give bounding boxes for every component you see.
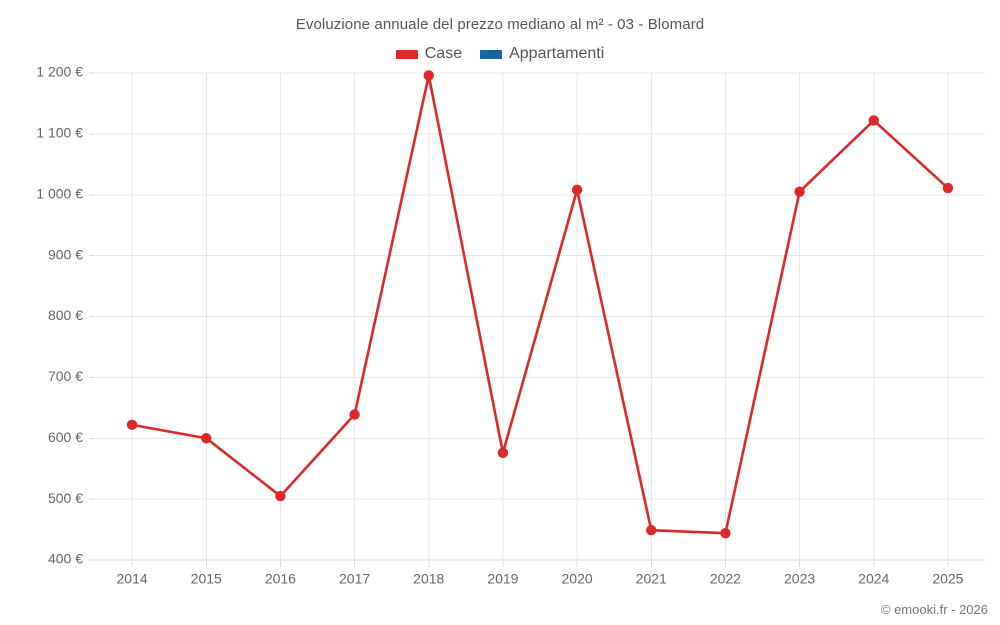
x-axis-tick-label: 2022 (710, 570, 741, 586)
y-axis-tick-label: 1 000 € (36, 185, 83, 201)
y-axis-tick-label: 1 100 € (36, 125, 83, 141)
legend-swatch-case (395, 49, 418, 59)
x-axis-tick-label: 2019 (487, 570, 518, 586)
x-gridlines (131, 73, 949, 567)
y-axis-tick-label: 500 € (48, 490, 83, 506)
data-point-case[interactable] (349, 409, 360, 420)
data-point-case[interactable] (794, 186, 805, 197)
x-axis-tick-label: 2015 (191, 570, 222, 586)
legend-item-appartamenti[interactable]: Appartamenti (480, 45, 604, 63)
y-axis-tick-label: 400 € (48, 551, 83, 567)
y-axis-tick-label: 900 € (48, 246, 83, 262)
x-axis-tick-label: 2017 (339, 570, 370, 586)
y-gridlines (89, 72, 985, 561)
x-axis-tick-label: 2018 (413, 570, 444, 586)
data-point-case[interactable] (571, 184, 583, 196)
legend-item-case[interactable]: Case (395, 45, 463, 63)
data-point-case[interactable] (423, 70, 434, 81)
x-axis-tick-label: 2020 (562, 570, 593, 586)
chart-legend: Case Appartamenti (0, 45, 1000, 63)
data-series-layer (126, 70, 954, 539)
x-axis-tick-label: 2016 (265, 570, 296, 586)
x-axis-tick-label: 2023 (784, 570, 815, 586)
series-line-case (130, 74, 950, 535)
y-axis-tick-label: 600 € (48, 429, 83, 445)
y-axis-tick-label: 700 € (48, 368, 83, 384)
data-point-case[interactable] (720, 528, 731, 539)
x-axis-tick-label: 2025 (932, 570, 963, 586)
x-axis-tick-label: 2024 (858, 570, 889, 586)
x-axis-tick-label: 2021 (636, 570, 667, 586)
legend-swatch-appartamenti (480, 49, 503, 59)
copyright-credit: © emooki.fr - 2026 (880, 602, 988, 617)
data-point-case[interactable] (868, 115, 879, 126)
data-point-case[interactable] (497, 447, 509, 459)
data-point-case[interactable] (646, 524, 657, 536)
legend-label-appartamenti: Appartamenti (509, 45, 605, 62)
y-axis-tick-label: 800 € (48, 307, 83, 323)
chart-title: Evoluzione annuale del prezzo mediano al… (295, 16, 705, 33)
y-axis-tick-labels: 400 € 500 € 600 € 700 € 800 € 900 € 1 000 € 1 1… (36, 64, 83, 567)
data-point-case[interactable] (275, 490, 286, 502)
data-point-case[interactable] (201, 433, 212, 444)
x-axis-tick-labels: 2014 2015 2016 2017 2018 2019 2020 2021 2022 2023… (117, 570, 964, 586)
legend-label-case: Case (424, 45, 463, 62)
data-point-case[interactable] (942, 182, 954, 194)
x-axis-tick-label: 2014 (117, 570, 148, 586)
y-axis-tick-label: 1 200 € (36, 64, 83, 80)
data-point-case[interactable] (126, 419, 138, 431)
